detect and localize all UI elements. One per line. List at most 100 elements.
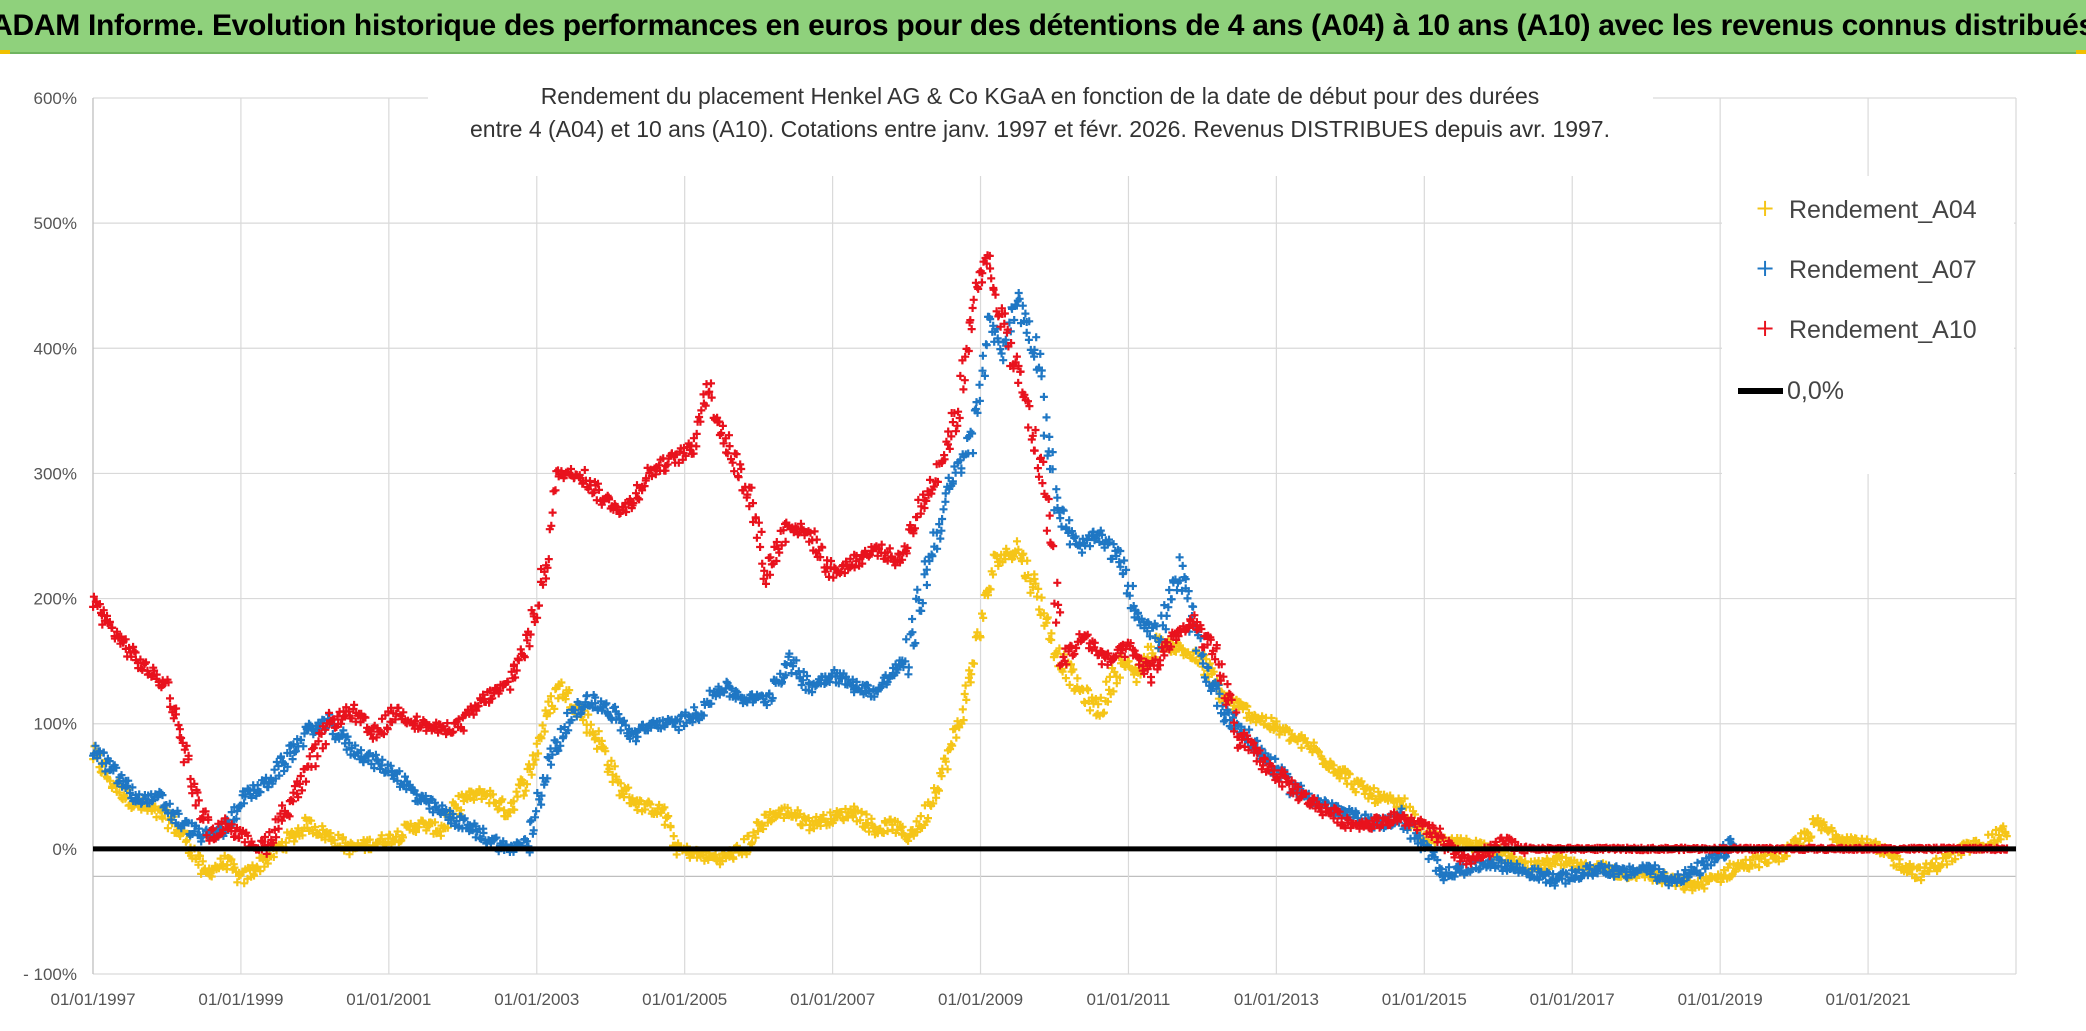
y-tick-label: 100% [34,715,77,734]
point-a04 [565,686,574,695]
point-a04 [615,791,624,800]
point-a04 [240,879,249,888]
point-a04 [311,823,319,831]
point-a04 [863,819,872,828]
point-a04 [263,859,272,868]
point-a04 [628,794,637,803]
point-a04 [537,734,546,743]
y-tick-label: 200% [34,590,77,609]
point-a04 [916,812,925,821]
point-a04 [646,800,655,809]
point-a04 [594,727,603,736]
point-a04 [660,820,669,829]
x-tick-label: 01/01/2019 [1678,990,1763,1009]
y-tick-label: 400% [34,339,77,358]
point-a04 [431,818,439,827]
point-a04 [641,805,650,814]
point-a04 [672,850,681,859]
point-a04 [624,783,633,792]
point-a04 [519,791,528,800]
point-a04 [207,872,216,881]
point-a04 [532,739,541,748]
report-banner: ADAM Informe. Evolution historique des p… [0,0,2086,54]
point-a04 [334,830,343,839]
point-a04 [198,857,207,866]
point-a04 [893,817,902,826]
point-a04 [759,825,768,833]
point-a04 [593,744,602,753]
legend-a07-label: Rendement_A07 [1789,256,1977,284]
point-a04 [742,850,751,859]
legend-a10-marker: + [1755,314,1775,342]
x-tick-label: 01/01/1999 [198,990,283,1009]
x-tick-label: 01/01/2005 [642,990,727,1009]
point-a04 [597,736,606,745]
point-a04 [751,833,760,842]
point-a04 [819,811,828,819]
point-a04 [538,721,547,730]
point-a04 [529,760,538,769]
point-a04 [929,799,938,808]
point-a04 [913,828,922,836]
point-a04 [933,785,942,794]
point-a04 [674,839,683,848]
x-tick-label: 01/01/2021 [1826,990,1911,1009]
y-tick-label: - 100% [23,965,77,984]
point-a04 [550,704,559,713]
point-a04 [158,814,167,823]
point-a04 [250,871,258,880]
point-a04 [469,795,478,804]
point-a04 [233,878,242,887]
point-a04 [561,695,570,704]
point-a04 [796,810,804,818]
point-a04 [269,853,278,861]
point-a04 [498,795,507,804]
point-a04 [365,835,374,844]
x-tick-label: 01/01/2011 [1087,990,1171,1009]
point-a04 [163,824,172,833]
point-a04 [664,812,673,821]
point-a04 [540,727,549,736]
point-a04 [230,863,239,872]
point-a04 [345,850,354,859]
point-a04 [443,823,452,832]
point-a04 [290,837,299,846]
point-a04 [870,822,879,831]
point-a04 [856,816,865,825]
point-a04 [958,705,967,714]
point-a04 [526,764,534,773]
x-tick-label: 01/01/2017 [1530,990,1615,1009]
point-a04 [862,810,871,819]
legend-a04-label: Rendement_A04 [1789,196,1977,224]
point-a04 [527,770,536,779]
point-a04 [607,756,616,765]
point-a04 [601,747,610,756]
point-a04 [610,762,619,771]
point-a04 [298,831,307,840]
point-a04 [285,834,294,842]
point-a04 [436,831,445,840]
point-a04 [749,828,758,837]
point-a04 [227,855,236,864]
point-a04 [216,854,225,863]
point-a04 [194,860,203,869]
point-a04 [729,854,738,863]
point-a04 [655,800,664,809]
point-a04 [744,831,753,840]
y-tick-label: 500% [34,214,77,233]
point-a04 [860,823,869,832]
point-a04 [586,720,595,729]
point-a04 [248,861,257,870]
legend-a04-marker: + [1755,194,1775,222]
point-a04 [584,710,593,719]
legend-a07-marker: + [1755,254,1775,282]
point-a04 [546,692,555,701]
point-a04 [392,832,401,841]
point-a04 [937,772,946,781]
x-tick-label: 01/01/2003 [494,990,579,1009]
series-point-a04 [89,537,2011,895]
point-a04 [544,697,553,706]
point-a04 [406,819,415,828]
legend-a10-label: Rendement_A10 [1789,316,1977,344]
point-a04 [943,765,952,774]
